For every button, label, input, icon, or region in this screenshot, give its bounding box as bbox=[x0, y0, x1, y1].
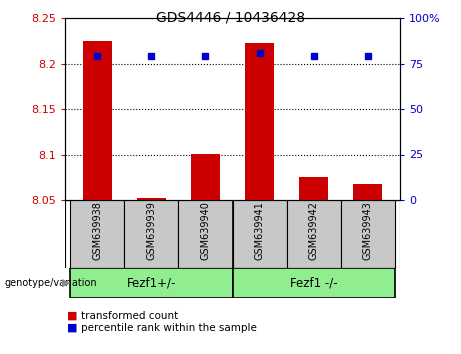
Bar bbox=[341, 200, 395, 268]
Text: ▶: ▶ bbox=[62, 278, 71, 288]
Bar bbox=[287, 200, 341, 268]
Text: genotype/variation: genotype/variation bbox=[5, 278, 97, 288]
Text: ■: ■ bbox=[67, 323, 77, 333]
Text: GSM639938: GSM639938 bbox=[92, 201, 102, 260]
Bar bbox=[245, 44, 274, 200]
Bar bbox=[83, 41, 112, 200]
Bar bbox=[191, 154, 220, 200]
Text: transformed count: transformed count bbox=[81, 311, 178, 321]
Text: Fezf1+/-: Fezf1+/- bbox=[127, 276, 176, 290]
Bar bbox=[136, 198, 166, 200]
Bar bbox=[178, 200, 232, 268]
Text: percentile rank within the sample: percentile rank within the sample bbox=[81, 323, 257, 333]
Bar bbox=[232, 200, 287, 268]
Bar bbox=[71, 268, 232, 298]
Text: GDS4446 / 10436428: GDS4446 / 10436428 bbox=[156, 11, 305, 25]
Text: Fezf1 -/-: Fezf1 -/- bbox=[290, 276, 337, 290]
Bar bbox=[353, 184, 383, 200]
Text: GSM639942: GSM639942 bbox=[308, 201, 319, 260]
Text: GSM639939: GSM639939 bbox=[147, 201, 156, 260]
Text: GSM639940: GSM639940 bbox=[201, 201, 211, 260]
Bar bbox=[124, 200, 178, 268]
Bar bbox=[299, 177, 328, 200]
Bar bbox=[71, 200, 124, 268]
Text: ■: ■ bbox=[67, 311, 77, 321]
Text: GSM639941: GSM639941 bbox=[254, 201, 265, 260]
Bar bbox=[232, 268, 395, 298]
Text: GSM639943: GSM639943 bbox=[363, 201, 372, 260]
